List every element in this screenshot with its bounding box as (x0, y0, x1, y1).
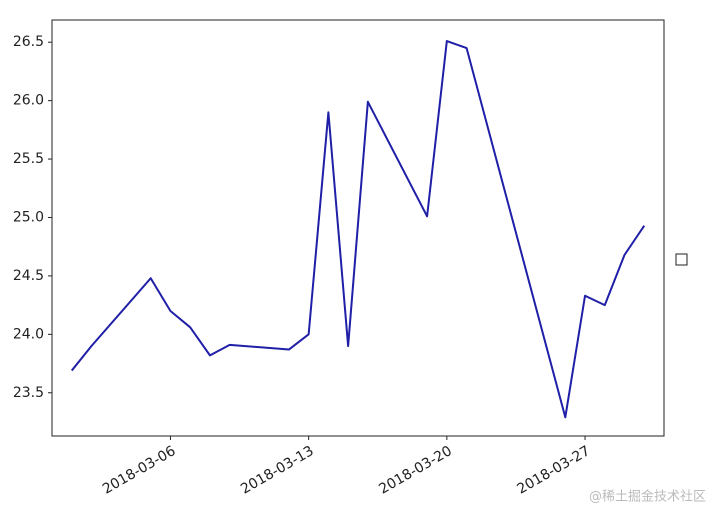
line-series (70, 40, 646, 419)
y-tick-label: 26.0 (13, 93, 44, 109)
y-tick-label: 23.5 (13, 385, 44, 401)
y-tick-label: 24.5 (13, 268, 44, 284)
x-tick-label: 2018-03-06 (100, 443, 179, 498)
y-tick-label: 25.0 (13, 209, 44, 225)
y-tick-label: 25.5 (13, 151, 44, 167)
legend-box (675, 253, 688, 266)
x-tick-label: 2018-03-13 (238, 443, 316, 498)
y-tick-label: 24.0 (13, 326, 44, 342)
x-tick-label: 2018-03-20 (376, 443, 454, 498)
watermark: @稀土掘金技术社区 (589, 489, 706, 505)
y-tick-label: 26.5 (13, 34, 44, 50)
plot-frame (51, 19, 665, 437)
x-tick-label: 2018-03-27 (515, 443, 593, 498)
